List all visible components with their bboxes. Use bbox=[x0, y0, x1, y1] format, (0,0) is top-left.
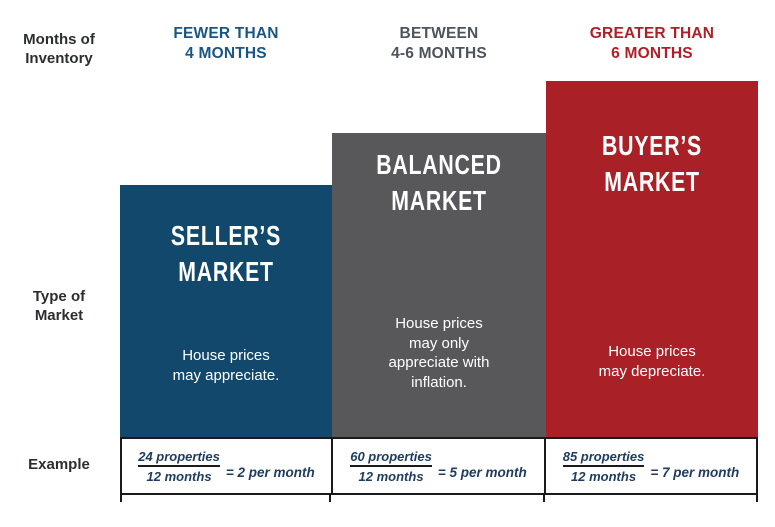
buyers-market-box: BUYER’S MARKET House prices may deprecia… bbox=[546, 81, 758, 437]
fraction-result: = 5 per month bbox=[437, 464, 527, 480]
sellers-market-description-line1: House prices bbox=[182, 347, 270, 364]
fraction-denominator: 12 months bbox=[571, 468, 637, 484]
buyers-market-description-line1: House prices bbox=[608, 343, 696, 360]
balanced-market-title: BALANCED MARKET bbox=[358, 147, 521, 219]
sellers-example-fraction: 24 properties 12 months bbox=[138, 449, 220, 484]
balanced-market-description: House prices may only appreciate with in… bbox=[332, 314, 546, 392]
fraction-numerator: 24 properties bbox=[138, 448, 220, 464]
example-label: Example bbox=[4, 455, 114, 474]
column-header-greater-than-6-months: GREATER THAN 6 MONTHS bbox=[546, 24, 758, 64]
column-header-between-4-6-months-line2: 4-6 MONTHS bbox=[391, 45, 487, 62]
fraction-result: = 7 per month bbox=[650, 464, 740, 480]
example-cell-buyers: 85 properties 12 months = 7 per month bbox=[546, 439, 756, 493]
balanced-market-title-line1: BALANCED bbox=[376, 149, 502, 180]
column-header-fewer-than-4-months: FEWER THAN 4 MONTHS bbox=[120, 24, 332, 64]
buyers-market-title: BUYER’S MARKET bbox=[571, 128, 732, 200]
fraction-bar bbox=[350, 464, 432, 467]
fraction-result: = 2 per month bbox=[225, 464, 315, 480]
fraction-denominator: 12 months bbox=[358, 468, 424, 484]
table-border-stub bbox=[120, 495, 122, 502]
column-header-greater-than-6-months-line2: 6 MONTHS bbox=[611, 45, 693, 62]
buyers-market-description-line2: may depreciate. bbox=[598, 362, 706, 380]
balanced-market-description-line4: inflation. bbox=[411, 373, 467, 391]
sellers-market-title: SELLER’S MARKET bbox=[145, 218, 306, 290]
type-of-market-label: Type of Market bbox=[4, 287, 114, 325]
months-of-inventory-label: Months of Inventory bbox=[4, 30, 114, 68]
table-border-stub bbox=[329, 495, 331, 502]
example-cell-balanced: 60 properties 12 months = 5 per month bbox=[333, 439, 546, 493]
example-cell-sellers: 24 properties 12 months = 2 per month bbox=[122, 439, 333, 493]
sellers-market-title-line1: SELLER’S bbox=[170, 220, 282, 251]
balanced-market-box: BALANCED MARKET House prices may only ap… bbox=[332, 133, 546, 437]
balanced-market-description-line1: House prices bbox=[395, 315, 483, 332]
balanced-example-fraction: 60 properties 12 months bbox=[350, 449, 432, 484]
fraction-bar bbox=[138, 464, 220, 467]
buyers-market-title-line2: MARKET bbox=[604, 166, 700, 197]
fraction-bar bbox=[562, 464, 645, 467]
balanced-market-description-line3: appreciate with bbox=[388, 354, 490, 371]
table-border-stub bbox=[756, 495, 758, 502]
column-header-between-4-6-months: BETWEEN 4-6 MONTHS bbox=[332, 24, 546, 64]
fraction-numerator: 60 properties bbox=[350, 448, 432, 464]
balanced-market-description-line2: may only bbox=[408, 334, 470, 352]
type-of-market-label-line1: Type of bbox=[32, 288, 86, 305]
balanced-market-title-line2: MARKET bbox=[391, 185, 487, 216]
fraction-denominator: 12 months bbox=[146, 468, 212, 484]
sellers-market-box: SELLER’S MARKET House prices may appreci… bbox=[120, 185, 332, 437]
type-of-market-label-line2: Market bbox=[34, 307, 84, 324]
example-table: 24 properties 12 months = 2 per month 60… bbox=[120, 437, 758, 495]
buyers-example-fraction: 85 properties 12 months bbox=[562, 448, 645, 484]
months-of-inventory-label-line2: Inventory bbox=[25, 50, 93, 67]
months-of-inventory-label-line1: Months of bbox=[23, 31, 95, 48]
example-label-text: Example bbox=[28, 456, 90, 473]
table-border-stub bbox=[543, 495, 545, 502]
sellers-market-description: House prices may appreciate. bbox=[120, 346, 332, 385]
column-header-greater-than-6-months-line1: GREATER THAN bbox=[589, 25, 715, 42]
buyers-market-description: House prices may depreciate. bbox=[546, 342, 758, 381]
column-header-between-4-6-months-line1: BETWEEN bbox=[399, 25, 479, 42]
column-header-fewer-than-4-months-line2: 4 MONTHS bbox=[185, 45, 267, 62]
sellers-market-description-line2: may appreciate. bbox=[172, 366, 280, 384]
fraction-numerator: 85 properties bbox=[562, 448, 645, 464]
column-header-fewer-than-4-months-line1: FEWER THAN bbox=[173, 25, 279, 42]
sellers-market-title-line2: MARKET bbox=[178, 256, 274, 287]
buyers-market-title-line1: BUYER’S bbox=[602, 130, 702, 161]
